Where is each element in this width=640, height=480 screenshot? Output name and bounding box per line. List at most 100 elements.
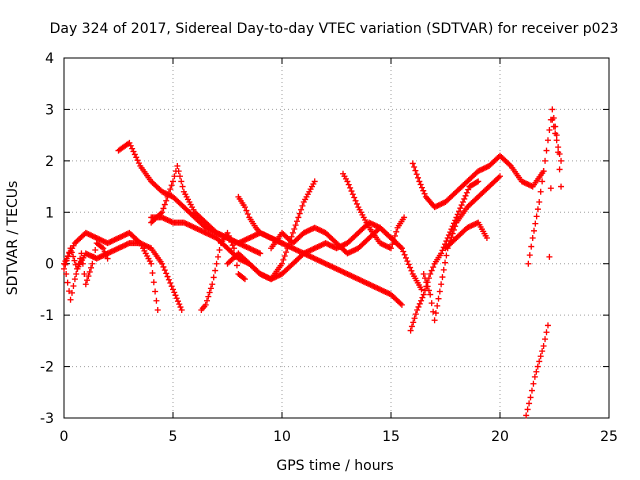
data-point bbox=[553, 132, 560, 139]
data-point bbox=[177, 304, 184, 311]
data-point bbox=[81, 271, 88, 277]
data-point bbox=[390, 237, 397, 244]
data-point bbox=[431, 317, 438, 324]
data-point bbox=[402, 254, 409, 261]
data-point bbox=[410, 319, 417, 326]
x-tick-label: 25 bbox=[600, 429, 618, 445]
data-point bbox=[407, 264, 414, 271]
data-point bbox=[257, 250, 264, 257]
data-point bbox=[462, 192, 469, 199]
data-point bbox=[63, 271, 70, 277]
data-point bbox=[104, 255, 111, 262]
data-point bbox=[389, 241, 396, 248]
data-point bbox=[98, 244, 105, 251]
data-point bbox=[351, 194, 358, 201]
data-point bbox=[423, 279, 430, 286]
data-point bbox=[173, 295, 180, 302]
data-point bbox=[534, 363, 541, 370]
data-point bbox=[425, 287, 432, 294]
data-point bbox=[533, 213, 540, 220]
data-point bbox=[555, 144, 562, 151]
data-point bbox=[90, 253, 97, 260]
data-point bbox=[552, 123, 559, 130]
data-point bbox=[543, 147, 550, 154]
data-point bbox=[525, 260, 532, 267]
data-point bbox=[542, 336, 549, 343]
data-point bbox=[293, 218, 300, 225]
data-point bbox=[558, 157, 565, 164]
data-point bbox=[160, 205, 167, 212]
data-point bbox=[459, 199, 466, 205]
data-point bbox=[67, 245, 74, 252]
data-point bbox=[418, 297, 425, 304]
data-point bbox=[71, 276, 78, 283]
data-point bbox=[170, 178, 176, 185]
data-point bbox=[540, 168, 547, 175]
data-point bbox=[421, 190, 428, 197]
series-sat-n bbox=[420, 173, 503, 324]
data-point bbox=[417, 181, 424, 188]
y-tick-label: -2 bbox=[40, 360, 54, 376]
data-point bbox=[528, 387, 535, 394]
series-sat-b bbox=[61, 240, 185, 313]
data-point bbox=[539, 178, 546, 185]
data-point bbox=[523, 412, 530, 419]
data-point bbox=[202, 301, 209, 308]
data-point bbox=[430, 264, 437, 271]
data-point bbox=[419, 294, 426, 301]
data-point bbox=[412, 167, 419, 174]
data-point bbox=[409, 160, 416, 167]
x-tick-label: 5 bbox=[169, 429, 178, 445]
data-point bbox=[67, 296, 74, 303]
data-point bbox=[401, 214, 408, 221]
data-point bbox=[61, 265, 67, 272]
data-point bbox=[428, 267, 435, 274]
data-point bbox=[408, 323, 415, 330]
data-point bbox=[497, 173, 503, 180]
axis-ticks bbox=[63, 57, 610, 419]
data-point bbox=[233, 262, 240, 269]
data-point bbox=[398, 245, 405, 252]
data-point bbox=[207, 285, 214, 292]
data-point bbox=[415, 303, 422, 310]
data-point bbox=[179, 183, 186, 190]
data-point bbox=[79, 260, 86, 267]
data-point bbox=[63, 257, 70, 264]
series-sat-o bbox=[442, 219, 490, 252]
data-point bbox=[449, 230, 456, 237]
data-point bbox=[176, 301, 183, 308]
data-point bbox=[413, 171, 420, 178]
data-point bbox=[388, 245, 394, 252]
data-point bbox=[556, 166, 563, 173]
series-sat-q bbox=[525, 106, 565, 267]
data-point bbox=[213, 260, 220, 267]
data-point bbox=[154, 307, 161, 313]
data-point bbox=[400, 248, 407, 255]
data-point bbox=[216, 247, 223, 253]
data-point bbox=[165, 190, 172, 196]
series-sat-g bbox=[198, 229, 248, 313]
data-point bbox=[84, 277, 91, 284]
data-point bbox=[411, 164, 418, 171]
data-point bbox=[244, 211, 251, 217]
data-point bbox=[353, 200, 360, 207]
data-point bbox=[159, 260, 166, 267]
data-point bbox=[100, 245, 107, 252]
data-point bbox=[311, 178, 318, 185]
data-point bbox=[241, 204, 248, 211]
data-point bbox=[171, 173, 178, 180]
y-tick-label: -1 bbox=[40, 308, 54, 324]
data-point bbox=[533, 368, 540, 375]
data-point bbox=[530, 380, 537, 387]
data-point bbox=[536, 199, 543, 205]
y-tick-label: 0 bbox=[45, 257, 54, 273]
data-point bbox=[401, 251, 408, 258]
data-point bbox=[295, 214, 302, 221]
data-point bbox=[224, 229, 231, 236]
data-point bbox=[283, 249, 290, 256]
data-point bbox=[524, 406, 531, 413]
data-point bbox=[77, 255, 84, 262]
x-tick-label: 15 bbox=[382, 429, 400, 445]
data-point bbox=[439, 247, 446, 254]
